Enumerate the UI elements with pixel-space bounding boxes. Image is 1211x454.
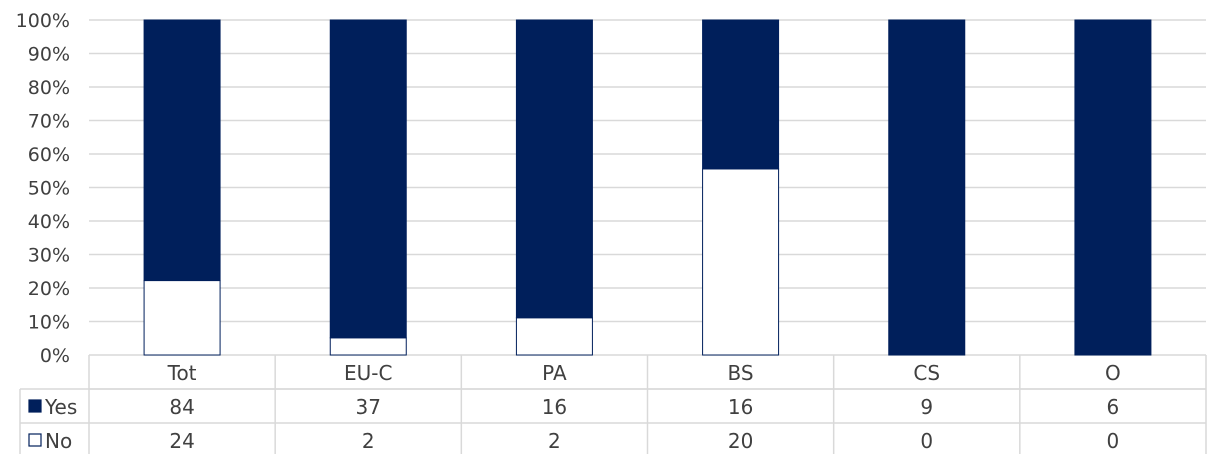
y-tick-label: 20% (28, 278, 70, 300)
category-label: Tot (167, 361, 197, 385)
table-value-no: 2 (362, 429, 375, 453)
table-value-yes: 16 (542, 395, 567, 419)
bar-no-eu-c (329, 337, 407, 356)
y-tick-label: 30% (28, 245, 70, 267)
table-value-no: 0 (920, 429, 933, 453)
category-label: PA (542, 361, 567, 385)
category-label: O (1105, 361, 1121, 385)
bar-yes-tot (143, 19, 221, 282)
table-value-yes: 16 (728, 395, 753, 419)
gridlines (89, 19, 1206, 356)
legend-label-yes: Yes (44, 395, 77, 419)
table-value-yes: 37 (356, 395, 381, 419)
y-tick-label: 0% (40, 345, 70, 367)
y-tick-label: 80% (28, 77, 70, 99)
category-label: BS (728, 361, 754, 385)
table-value-no: 24 (169, 429, 194, 453)
bar-yes-eu-c (329, 19, 407, 339)
table-value-no: 2 (548, 429, 561, 453)
category-label: CS (913, 361, 940, 385)
legend-key-no (28, 433, 42, 447)
bar-no-tot (143, 280, 221, 356)
y-tick-label: 100% (16, 10, 70, 32)
bar-yes-o (1074, 19, 1152, 356)
table-value-no: 0 (1107, 429, 1120, 453)
legend-key-yes (28, 399, 42, 413)
y-tick-label: 90% (28, 44, 70, 66)
legend-label-no: No (45, 429, 72, 453)
table-value-no: 20 (728, 429, 753, 453)
bar-yes-pa (515, 19, 593, 319)
y-tick-label: 70% (28, 111, 70, 133)
category-label: EU-C (344, 361, 392, 385)
y-tick-label: 40% (28, 211, 70, 233)
y-tick-label: 50% (28, 178, 70, 200)
table-value-yes: 84 (169, 395, 194, 419)
bar-yes-bs (702, 19, 780, 170)
bar-no-pa (515, 317, 593, 356)
table-value-yes: 6 (1107, 395, 1120, 419)
bar-no-bs (702, 168, 780, 356)
y-axis: 0% 10% 20% 30% 40% 50% 60% 70% 80% 90% 100% (16, 10, 70, 367)
y-tick-label: 10% (28, 312, 70, 334)
bars (143, 19, 1152, 356)
table-value-yes: 9 (920, 395, 933, 419)
bar-yes-cs (888, 19, 966, 356)
y-tick-label: 60% (28, 144, 70, 166)
